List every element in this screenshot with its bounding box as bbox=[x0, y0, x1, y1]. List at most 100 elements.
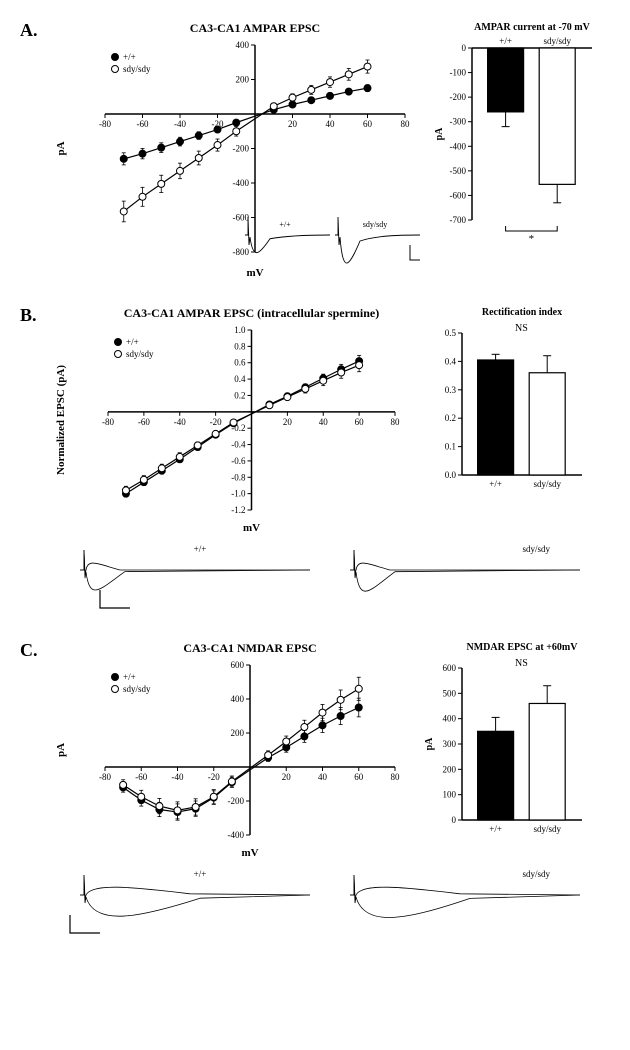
svg-text:*: * bbox=[529, 233, 535, 240]
svg-text:600: 600 bbox=[231, 660, 245, 670]
svg-text:NS: NS bbox=[515, 323, 528, 334]
svg-text:+/+: +/+ bbox=[194, 544, 207, 554]
svg-text:200: 200 bbox=[236, 75, 250, 85]
svg-text:0: 0 bbox=[462, 43, 467, 53]
svg-text:sdy/sdy: sdy/sdy bbox=[533, 479, 561, 489]
svg-text:-500: -500 bbox=[450, 166, 467, 176]
panel-c-bar-chart: NMDAR EPSC at +60mV0100200300400500600pA… bbox=[420, 640, 590, 845]
svg-text:+/+: +/+ bbox=[194, 869, 207, 879]
svg-text:200: 200 bbox=[231, 728, 245, 738]
svg-text:-600: -600 bbox=[233, 213, 250, 223]
svg-text:60: 60 bbox=[363, 119, 373, 129]
svg-text:-1.2: -1.2 bbox=[231, 505, 245, 515]
svg-text:-0.6: -0.6 bbox=[231, 456, 246, 466]
svg-text:-300: -300 bbox=[450, 117, 467, 127]
svg-text:-80: -80 bbox=[99, 119, 111, 129]
svg-text:400: 400 bbox=[443, 714, 457, 724]
svg-text:1.0: 1.0 bbox=[234, 325, 246, 335]
svg-text:pA: pA bbox=[424, 737, 435, 751]
svg-text:NS: NS bbox=[515, 658, 528, 669]
svg-text:pA: pA bbox=[55, 141, 67, 155]
svg-text:sdy/sdy: sdy/sdy bbox=[543, 36, 571, 46]
svg-text:CA3-CA1 AMPAR EPSC (intracellu: CA3-CA1 AMPAR EPSC (intracellular spermi… bbox=[124, 306, 380, 320]
svg-text:40: 40 bbox=[326, 119, 336, 129]
svg-text:Normalized EPSC (pA): Normalized EPSC (pA) bbox=[55, 365, 67, 475]
panel-a-label: A. bbox=[20, 20, 38, 41]
svg-text:sdy/sdy: sdy/sdy bbox=[522, 869, 550, 879]
svg-text:-40: -40 bbox=[174, 417, 186, 427]
svg-text:0.2: 0.2 bbox=[445, 413, 456, 423]
svg-text:mV: mV bbox=[243, 522, 260, 534]
svg-text:0.2: 0.2 bbox=[234, 390, 245, 400]
svg-text:80: 80 bbox=[391, 417, 401, 427]
svg-text:40: 40 bbox=[319, 417, 329, 427]
svg-text:-400: -400 bbox=[450, 141, 467, 151]
svg-text:-600: -600 bbox=[450, 190, 467, 200]
svg-text:pA: pA bbox=[434, 127, 445, 141]
svg-text:-800: -800 bbox=[233, 247, 250, 257]
svg-text:0: 0 bbox=[452, 815, 457, 825]
panel-b: B. CA3-CA1 AMPAR EPSC (intracellular spe… bbox=[20, 305, 610, 620]
svg-text:0.1: 0.1 bbox=[445, 442, 456, 452]
svg-text:400: 400 bbox=[236, 40, 250, 50]
svg-text:-700: -700 bbox=[450, 215, 467, 225]
svg-text:pA: pA bbox=[55, 743, 67, 757]
svg-text:0.3: 0.3 bbox=[445, 385, 457, 395]
svg-text:mV: mV bbox=[246, 267, 263, 279]
svg-text:-40: -40 bbox=[172, 772, 184, 782]
svg-text:CA3-CA1 AMPAR EPSC: CA3-CA1 AMPAR EPSC bbox=[190, 21, 320, 35]
panel-b-label: B. bbox=[20, 305, 37, 326]
panel-c-label: C. bbox=[20, 640, 38, 661]
svg-text:-200: -200 bbox=[450, 92, 467, 102]
svg-text:600: 600 bbox=[443, 663, 457, 673]
svg-text:sdy/sdy: sdy/sdy bbox=[533, 824, 561, 834]
svg-text:-100: -100 bbox=[450, 68, 467, 78]
svg-text:-400: -400 bbox=[233, 178, 250, 188]
svg-text:-0.8: -0.8 bbox=[231, 472, 246, 482]
svg-text:80: 80 bbox=[401, 119, 411, 129]
svg-text:-200: -200 bbox=[233, 144, 250, 154]
svg-text:20: 20 bbox=[283, 417, 293, 427]
svg-text:20: 20 bbox=[288, 119, 298, 129]
svg-text:+/+: +/+ bbox=[126, 337, 139, 347]
svg-text:-80: -80 bbox=[102, 417, 114, 427]
svg-text:60: 60 bbox=[354, 772, 364, 782]
svg-text:80: 80 bbox=[391, 772, 401, 782]
panel-a-iv-chart: CA3-CA1 AMPAR EPSC-80-60-40-2020406080-8… bbox=[50, 20, 420, 285]
svg-text:-0.4: -0.4 bbox=[231, 440, 246, 450]
svg-text:-20: -20 bbox=[210, 417, 222, 427]
svg-text:0.4: 0.4 bbox=[445, 356, 457, 366]
svg-text:0.8: 0.8 bbox=[234, 341, 246, 351]
panel-a: A. CA3-CA1 AMPAR EPSC-80-60-40-202040608… bbox=[20, 20, 610, 285]
svg-text:20: 20 bbox=[282, 772, 292, 782]
svg-text:sdy/sdy: sdy/sdy bbox=[123, 684, 151, 694]
svg-text:+/+: +/+ bbox=[499, 36, 512, 46]
svg-text:300: 300 bbox=[443, 739, 457, 749]
svg-text:0.0: 0.0 bbox=[445, 470, 457, 480]
svg-text:-60: -60 bbox=[137, 119, 149, 129]
svg-text:40: 40 bbox=[318, 772, 328, 782]
panel-b-iv-chart: CA3-CA1 AMPAR EPSC (intracellular spermi… bbox=[50, 305, 410, 540]
svg-text:AMPAR current at -70 mV: AMPAR current at -70 mV bbox=[474, 22, 590, 33]
svg-text:0.6: 0.6 bbox=[234, 358, 246, 368]
svg-text:0.5: 0.5 bbox=[445, 328, 457, 338]
panel-b-bar-chart: Rectification index 0.0 0.1 0.2 0.3 0.4 0.5 +/+… bbox=[420, 305, 590, 500]
svg-text:sdy/sdy: sdy/sdy bbox=[522, 544, 550, 554]
svg-text:NMDAR EPSC at +60mV: NMDAR EPSC at +60mV bbox=[467, 642, 579, 653]
panel-c-traces: +/+ sdy/sdy bbox=[50, 865, 610, 940]
svg-text:CA3-CA1 NMDAR EPSC: CA3-CA1 NMDAR EPSC bbox=[183, 641, 316, 655]
svg-text:+/+: +/+ bbox=[123, 52, 136, 62]
svg-text:100: 100 bbox=[443, 790, 457, 800]
svg-text:-1.0: -1.0 bbox=[231, 489, 246, 499]
svg-text:-400: -400 bbox=[228, 830, 245, 840]
svg-text:-20: -20 bbox=[208, 772, 220, 782]
svg-text:sdy/sdy: sdy/sdy bbox=[126, 349, 154, 359]
svg-text:sdy/sdy: sdy/sdy bbox=[123, 64, 151, 74]
svg-text:+/+: +/+ bbox=[489, 479, 502, 489]
svg-text:-80: -80 bbox=[99, 772, 111, 782]
svg-text:+/+: +/+ bbox=[489, 824, 502, 834]
svg-text:+/+: +/+ bbox=[279, 220, 291, 229]
svg-text:500: 500 bbox=[443, 688, 457, 698]
svg-text:Rectification index: Rectification index bbox=[482, 307, 562, 318]
panel-b-traces: +/+ sdy/sdy bbox=[50, 540, 610, 615]
